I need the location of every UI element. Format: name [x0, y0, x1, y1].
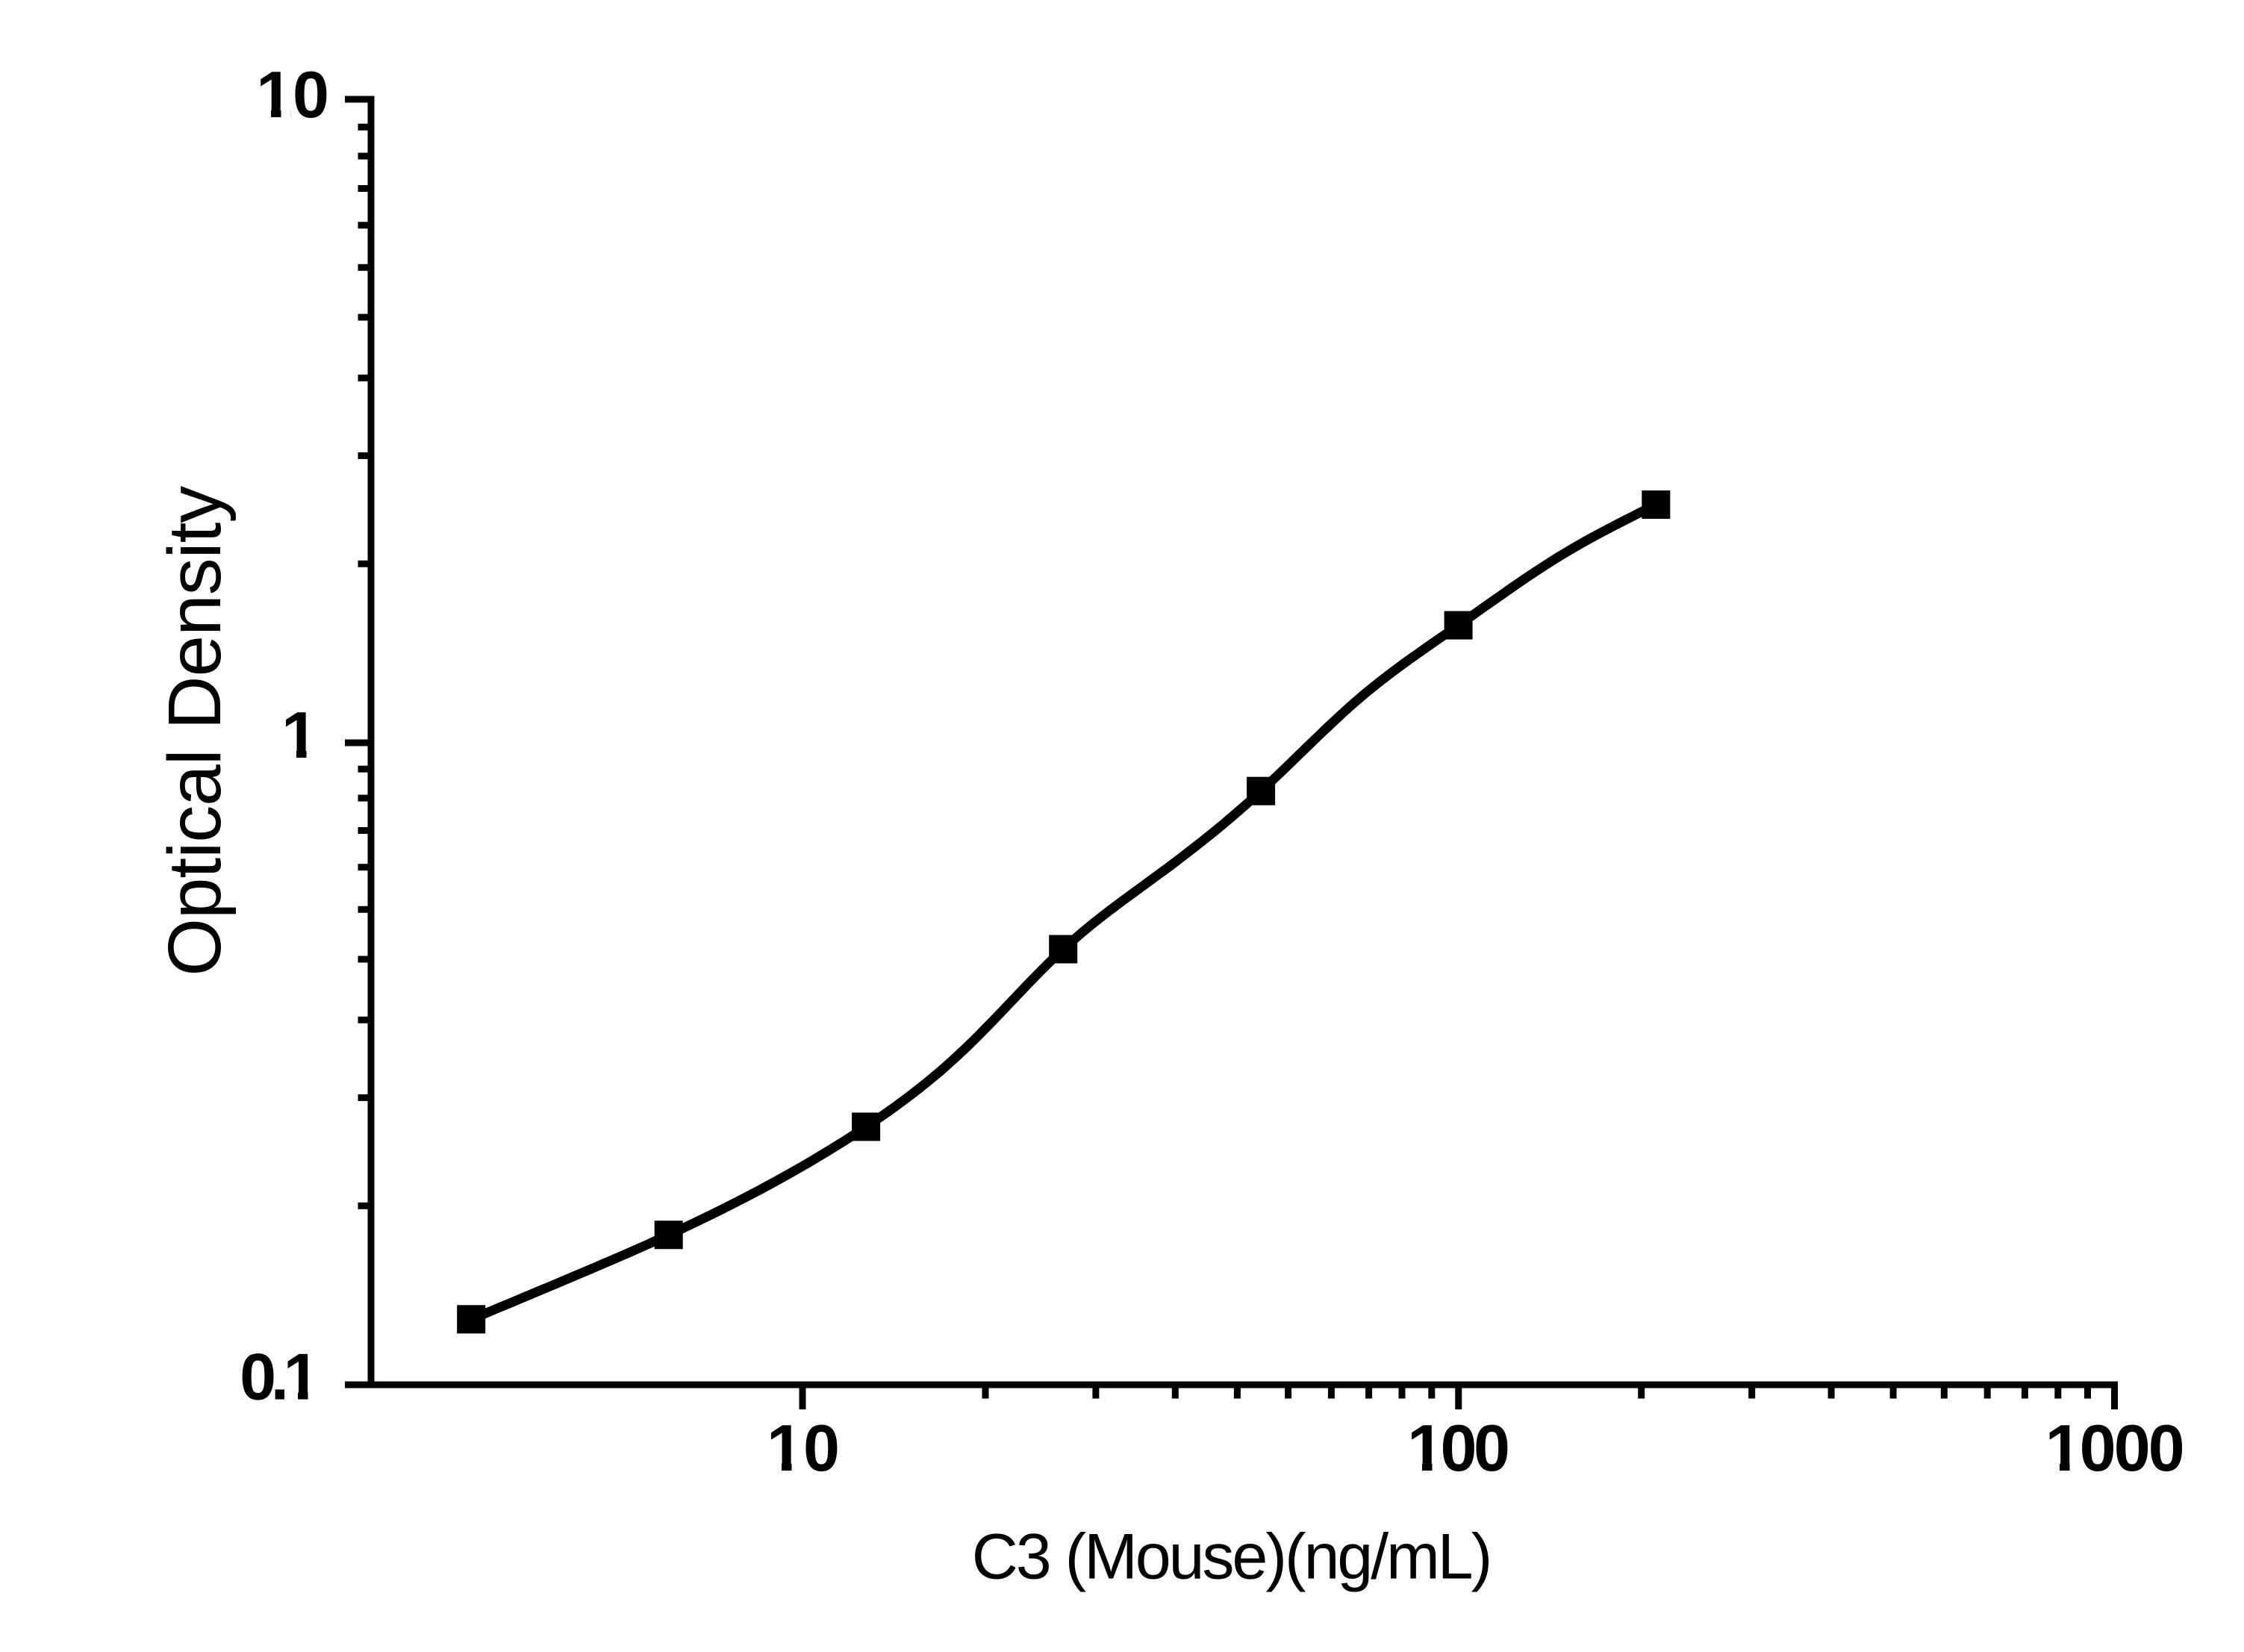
svg-text:0.1: 0.1 — [240, 1340, 318, 1414]
svg-text:10: 10 — [767, 1411, 840, 1485]
svg-text:1000: 1000 — [2045, 1411, 2183, 1485]
svg-text:1: 1 — [281, 698, 318, 772]
svg-text:100: 100 — [1407, 1411, 1508, 1485]
svg-text:C3 (Mouse)(ng/mL): C3 (Mouse)(ng/mL) — [972, 1521, 1491, 1593]
svg-text:Optical Density: Optical Density — [153, 486, 237, 976]
svg-text:10: 10 — [256, 57, 329, 131]
